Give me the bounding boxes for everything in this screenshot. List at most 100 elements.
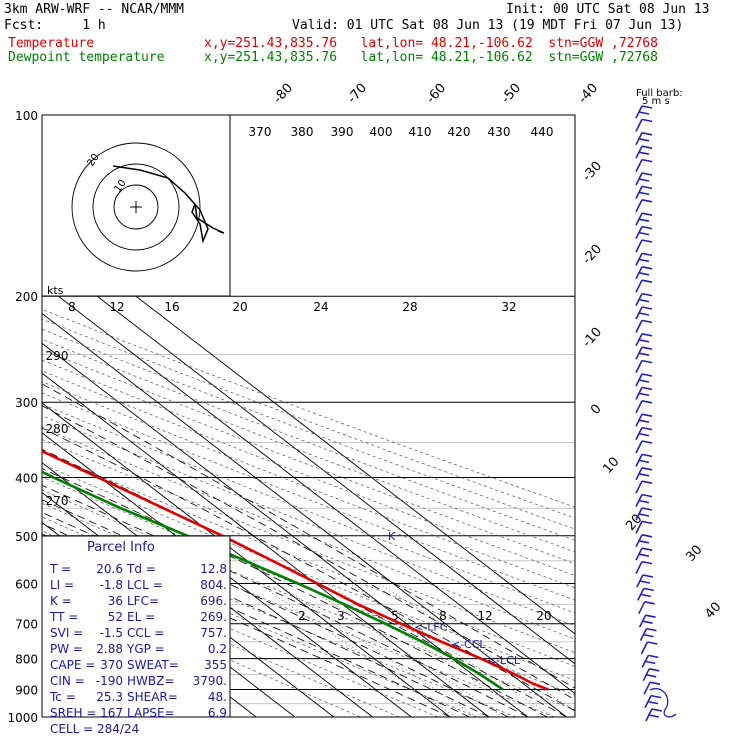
parcel-key: LI = <box>50 578 74 592</box>
parcel-value: 25.3 <box>96 690 123 704</box>
dry-adiabat <box>42 559 400 717</box>
parcel-value: -1.5 <box>100 626 123 640</box>
hodograph-tick-label: 24 <box>313 300 328 314</box>
wind-barb-flag <box>641 199 653 203</box>
theta-label: 410 <box>409 125 432 139</box>
parcel-value: 52 <box>108 610 123 624</box>
wind-barb-flag <box>638 352 650 356</box>
parcel-key: SWEAT= <box>127 658 179 672</box>
wind-barb-flag <box>641 480 653 484</box>
moist-adiabat <box>42 468 548 717</box>
barb-unit: 5 m s <box>642 96 670 107</box>
wind-barb-flag <box>638 419 650 423</box>
parcel-key: LAPSE= <box>127 706 175 720</box>
theta-label: 370 <box>249 125 272 139</box>
wind-barb-flag <box>641 145 653 149</box>
dry-adiabat <box>42 544 439 717</box>
valid-time: Valid: 01 UTC Sat 08 Jun 13 (19 MDT Fri … <box>292 18 684 33</box>
wind-barb-flag <box>638 178 650 182</box>
mixing-ratio-label: 12 <box>477 609 492 623</box>
parcel-key: EL = <box>127 610 155 624</box>
temperature-tick-label: 40 <box>702 599 724 621</box>
pressure-tick-label: 900 <box>15 683 38 697</box>
wind-barb-flag <box>641 319 653 324</box>
wind-barb-flag <box>641 400 653 404</box>
parcel-key: CAPE = <box>50 658 95 672</box>
mixing-ratio-line <box>327 583 530 717</box>
parcel-value: 757. <box>200 626 227 640</box>
parcel-value: 3790. <box>193 674 227 688</box>
wind-barb <box>635 561 643 574</box>
barb-header: Full barb: <box>636 88 683 99</box>
wind-barb-flag <box>641 507 653 511</box>
moist-adiabat <box>42 484 528 717</box>
wind-barb-flag <box>641 225 653 230</box>
wind-barb-flag <box>641 252 653 257</box>
wind-barb-flag <box>638 513 650 517</box>
model-title: 3km ARW-WRF -- NCAR/MMM <box>4 2 185 17</box>
wind-barb-flag <box>649 668 660 672</box>
mixing-ratio-line <box>276 583 477 717</box>
moist-adiabat <box>42 427 575 712</box>
parcel-value: -190 <box>96 674 123 688</box>
dry-adiabat <box>42 309 575 508</box>
parcel-key: SHEAR= <box>127 690 178 704</box>
temperature-tick-label: 10 <box>600 454 622 476</box>
isotherm <box>42 253 575 665</box>
wind-barb-flag <box>640 593 651 598</box>
wind-barb-flag <box>641 560 653 565</box>
wind-barb-flag <box>641 333 653 337</box>
temperature-location: x,y=251.43,835.76 lat,lon= 48.21,-106.62… <box>204 36 658 51</box>
hodograph-ring <box>92 163 180 251</box>
hodograph-tick-label: 28 <box>402 300 417 314</box>
profile-lines <box>42 449 549 691</box>
parcel-value: 36 <box>108 594 123 608</box>
wind-barb-flag <box>638 392 650 397</box>
dry-adiabat <box>42 318 575 519</box>
pressure-tick-label: 500 <box>15 530 38 544</box>
wind-barb-flag <box>638 473 650 477</box>
parcel-value: 48. <box>208 690 227 704</box>
wind-barb-flag <box>648 654 659 659</box>
wind-barb-flag <box>641 440 653 444</box>
theta-label: 380 <box>291 125 314 139</box>
theta-label: 270 <box>46 494 69 508</box>
wind-barb <box>635 199 643 213</box>
wind-barb <box>635 480 643 494</box>
wind-barb-flag <box>644 601 655 605</box>
level-mark: <-CCL <box>451 638 487 651</box>
mixing-ratio-label: 8 <box>439 609 447 623</box>
wind-barb-flag <box>646 674 657 678</box>
forecast-hour: Fcst: 1 h <box>4 18 106 33</box>
dry-adiabat <box>42 392 575 601</box>
surface-wind <box>649 687 677 718</box>
wind-barb-flag <box>639 580 651 584</box>
wind-barb <box>635 440 643 454</box>
isotherm <box>42 432 412 717</box>
parcel-key: CIN = <box>50 674 85 688</box>
dewpoint-location: x,y=251.43,835.76 lat,lon= 48.21,-106.62… <box>204 50 658 65</box>
parcel-value: 269. <box>200 610 227 624</box>
wind-barb-flag <box>643 587 654 592</box>
wind-barb-flag <box>645 614 656 618</box>
parcel-box <box>41 535 231 718</box>
hodograph-ring <box>71 142 201 272</box>
pressure-tick-label: 200 <box>15 290 38 304</box>
wind-barb <box>635 400 643 414</box>
wind-barb-flag <box>641 292 653 297</box>
parcel-key: PW = <box>50 642 83 656</box>
parcel-marker: K <box>388 530 396 543</box>
pressure-tick-label: 100 <box>15 109 38 123</box>
pressure-tick-label: 400 <box>15 471 38 485</box>
dry-adiabat <box>42 439 575 653</box>
isotherm <box>42 462 373 717</box>
temperature-tick-label: -70 <box>345 81 370 107</box>
parcel-key: T = <box>49 562 71 576</box>
temperature-tick-label: -10 <box>580 325 605 351</box>
wind-barb-flag <box>641 185 653 190</box>
wind-barb-flag <box>638 231 650 236</box>
wind-barb-flag <box>641 547 653 551</box>
pressure-tick-label: 1000 <box>7 711 38 725</box>
